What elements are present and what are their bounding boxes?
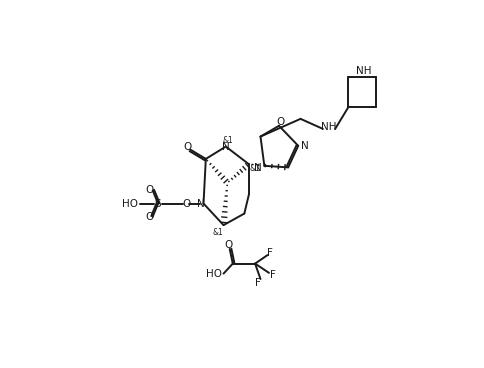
Text: S: S (154, 199, 161, 209)
Text: O: O (145, 212, 153, 222)
Text: &1: &1 (249, 164, 260, 173)
Text: F: F (266, 248, 272, 258)
Text: HO: HO (206, 269, 222, 279)
Text: O: O (145, 185, 153, 195)
Text: N: N (196, 199, 204, 209)
Text: F: F (269, 270, 275, 280)
Text: O: O (182, 199, 190, 209)
Text: O: O (225, 240, 233, 250)
Text: O: O (183, 142, 191, 152)
Text: N: N (222, 142, 229, 152)
Text: &1: &1 (212, 228, 222, 237)
Text: &1: &1 (222, 136, 232, 145)
Text: NH: NH (355, 66, 371, 76)
Text: F: F (255, 278, 260, 288)
Text: HO: HO (121, 199, 137, 209)
Text: NH: NH (320, 122, 336, 132)
Text: N: N (300, 141, 308, 151)
Text: N: N (254, 163, 261, 173)
Text: O: O (276, 117, 284, 127)
